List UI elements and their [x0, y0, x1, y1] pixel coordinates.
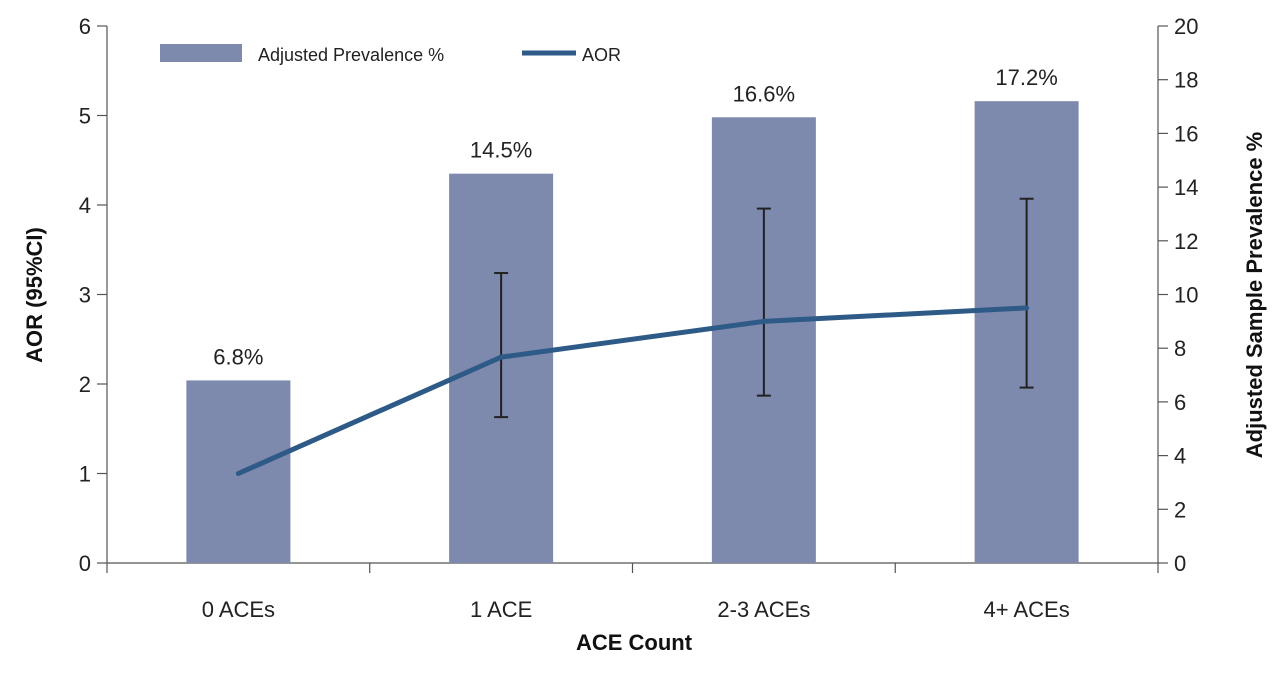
y-right-tick-label: 2	[1174, 497, 1186, 522]
bar-data-label: 17.2%	[995, 65, 1057, 90]
x-tick-label: 2-3 ACEs	[717, 597, 810, 622]
legend: Adjusted Prevalence % AOR	[160, 44, 621, 65]
y-right-tick-label: 8	[1174, 336, 1186, 361]
y-left-tick-label: 2	[79, 372, 91, 397]
y-right-tick-label: 18	[1174, 68, 1198, 93]
y-left-tick-label: 3	[79, 283, 91, 308]
y-axis-title-right: Adjusted Sample Prevalence %	[1242, 132, 1267, 458]
y-left-tick-label: 1	[79, 462, 91, 487]
aor-line	[235, 305, 1030, 476]
legend-swatch-bar	[160, 44, 242, 62]
error-bars	[494, 197, 1034, 419]
y-left-tick-label: 4	[79, 193, 91, 218]
bars	[186, 101, 1079, 564]
y-right-tick-label: 10	[1174, 283, 1198, 308]
legend-label-line: AOR	[582, 45, 621, 65]
y-left-tick-label: 0	[79, 551, 91, 576]
x-tick-label: 1 ACE	[470, 597, 532, 622]
legend-label-bar: Adjusted Prevalence %	[258, 45, 444, 65]
bar-data-label: 14.5%	[470, 138, 532, 163]
x-axis-title: ACE Count	[576, 630, 693, 655]
y-right-tick-label: 0	[1174, 551, 1186, 576]
y-right-tick-label: 20	[1174, 14, 1198, 39]
y-right-tick-label: 16	[1174, 121, 1198, 146]
y-right-tick-label: 14	[1174, 175, 1198, 200]
y-left-tick-label: 5	[79, 104, 91, 129]
bar-data-label: 6.8%	[213, 344, 263, 369]
y-right-tick-label: 12	[1174, 229, 1198, 254]
x-tick-label: 4+ ACEs	[984, 597, 1070, 622]
aor-line-group	[235, 305, 1030, 476]
bar-data-labels: 6.8% 14.5% 16.6% 17.2%	[213, 65, 1058, 369]
bar-data-label: 16.6%	[733, 81, 795, 106]
y-left-tick-label: 6	[79, 14, 91, 39]
y-right-tick-label: 6	[1174, 390, 1186, 415]
y-axis-title-left: AOR (95%CI)	[22, 227, 47, 363]
y-right-tick-label: 4	[1174, 444, 1186, 469]
x-tick-label: 0 ACEs	[202, 597, 275, 622]
